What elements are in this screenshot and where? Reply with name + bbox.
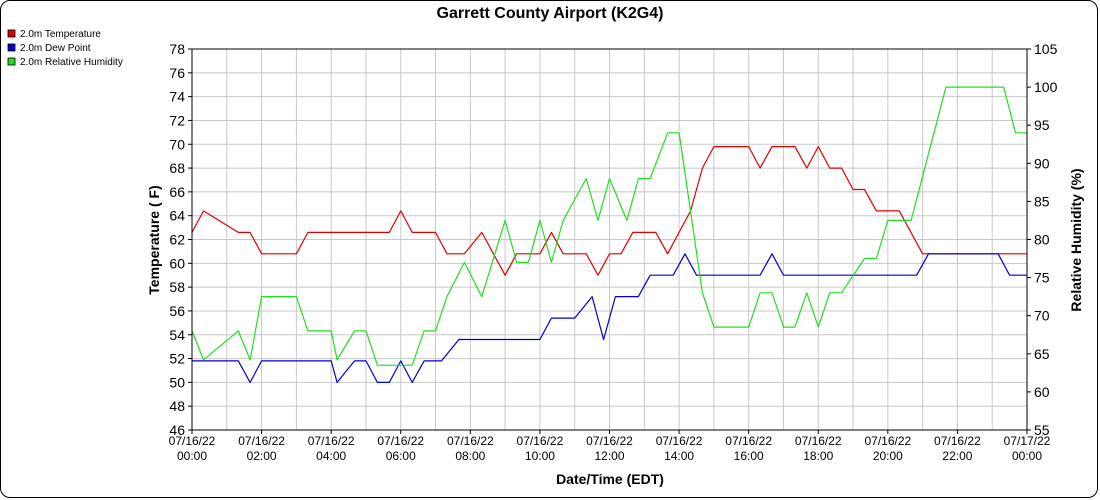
right-tick-label: 95 [1034, 117, 1050, 133]
left-tick-label: 60 [169, 255, 185, 271]
x-tick-date: 07/16/22 [377, 434, 424, 448]
right-tick-label: 55 [1034, 422, 1050, 438]
left-tick-label: 68 [169, 160, 185, 176]
x-tick-date: 07/16/22 [169, 434, 216, 448]
right-tick-label: 85 [1034, 193, 1050, 209]
legend: 2.0m Temperature 2.0m Dew Point 2.0m Relat… [7, 29, 123, 68]
x-axis-label: Date/Time (EDT) [556, 471, 664, 487]
right-tick-label: 70 [1034, 308, 1050, 324]
x-tick-date: 07/16/22 [308, 434, 355, 448]
legend-swatch [7, 43, 16, 52]
legend-swatch [7, 29, 16, 38]
right-tick-label: 65 [1034, 346, 1050, 362]
right-tick-label: 105 [1034, 41, 1058, 57]
x-tick-time: 00:00 [177, 449, 207, 463]
left-tick-label: 64 [169, 208, 185, 224]
x-tick-date: 07/16/22 [795, 434, 842, 448]
right-tick-label: 60 [1034, 384, 1050, 400]
x-tick-date: 07/16/22 [447, 434, 494, 448]
x-tick-time: 18:00 [803, 449, 833, 463]
x-tick-time: 10:00 [525, 449, 555, 463]
x-tick-time: 20:00 [873, 449, 903, 463]
left-y-axis-ticks: 46 48 50 52 54 56 58 60 62 64 66 68 70 72 74 76 78 [169, 41, 192, 438]
chart-title: Garrett County Airport (K2G4) [437, 5, 664, 22]
x-tick-time: 14:00 [664, 449, 694, 463]
x-tick-date: 07/16/22 [864, 434, 911, 448]
x-tick-time: 16:00 [734, 449, 764, 463]
legend-label: 2.0m Relative Humidity [20, 57, 123, 68]
x-tick-time: 00:00 [1012, 449, 1042, 463]
x-tick-date: 07/16/22 [238, 434, 285, 448]
left-tick-label: 66 [169, 184, 185, 200]
x-tick-time: 22:00 [942, 449, 972, 463]
series-lines [191, 86, 1027, 383]
right-tick-label: 80 [1034, 232, 1050, 248]
x-tick-date: 07/16/22 [656, 434, 703, 448]
right-tick-label: 90 [1034, 155, 1050, 171]
legend-label: 2.0m Temperature [20, 29, 101, 40]
left-tick-label: 50 [169, 374, 185, 390]
grid [191, 48, 1028, 431]
left-tick-label: 54 [169, 327, 185, 343]
left-tick-label: 62 [169, 232, 185, 248]
series-line-2-0m-dew-point [192, 253, 1027, 383]
x-tick-time: 12:00 [594, 449, 624, 463]
left-tick-label: 46 [169, 422, 185, 438]
y-axis-left-label: Temperature ( F) [146, 185, 162, 294]
left-tick-label: 58 [169, 279, 185, 295]
right-tick-label: 75 [1034, 270, 1050, 286]
left-tick-label: 52 [169, 351, 185, 367]
series-line-2-0m-relative-humidity [191, 86, 1027, 366]
x-tick-date: 07/16/22 [934, 434, 981, 448]
x-tick-time: 02:00 [247, 449, 277, 463]
x-tick-date: 07/16/22 [517, 434, 564, 448]
series-line-2-0m-temperature [191, 146, 1027, 276]
left-tick-label: 56 [169, 303, 185, 319]
left-tick-label: 72 [169, 112, 185, 128]
x-axis-ticks: 07/16/2200:0007/16/2202:0007/16/2204:000… [169, 430, 1051, 463]
left-tick-label: 78 [169, 41, 185, 57]
x-tick-time: 08:00 [455, 449, 485, 463]
right-tick-label: 100 [1034, 79, 1058, 95]
x-tick-time: 04:00 [316, 449, 346, 463]
left-tick-label: 76 [169, 65, 185, 81]
x-tick-date: 07/16/22 [586, 434, 633, 448]
right-y-axis-ticks: 55 60 65 70 75 80 85 90 95 100 105 [1027, 41, 1058, 438]
x-tick-date: 07/17/22 [1004, 434, 1051, 448]
x-tick-time: 06:00 [386, 449, 416, 463]
left-tick-label: 70 [169, 136, 185, 152]
legend-swatch [7, 57, 16, 66]
left-tick-label: 48 [169, 398, 185, 414]
x-tick-date: 07/16/22 [725, 434, 772, 448]
left-tick-label: 74 [169, 89, 185, 105]
legend-label: 2.0m Dew Point [20, 43, 91, 54]
y-axis-right-label: Relative Humidity (%) [1068, 168, 1084, 311]
